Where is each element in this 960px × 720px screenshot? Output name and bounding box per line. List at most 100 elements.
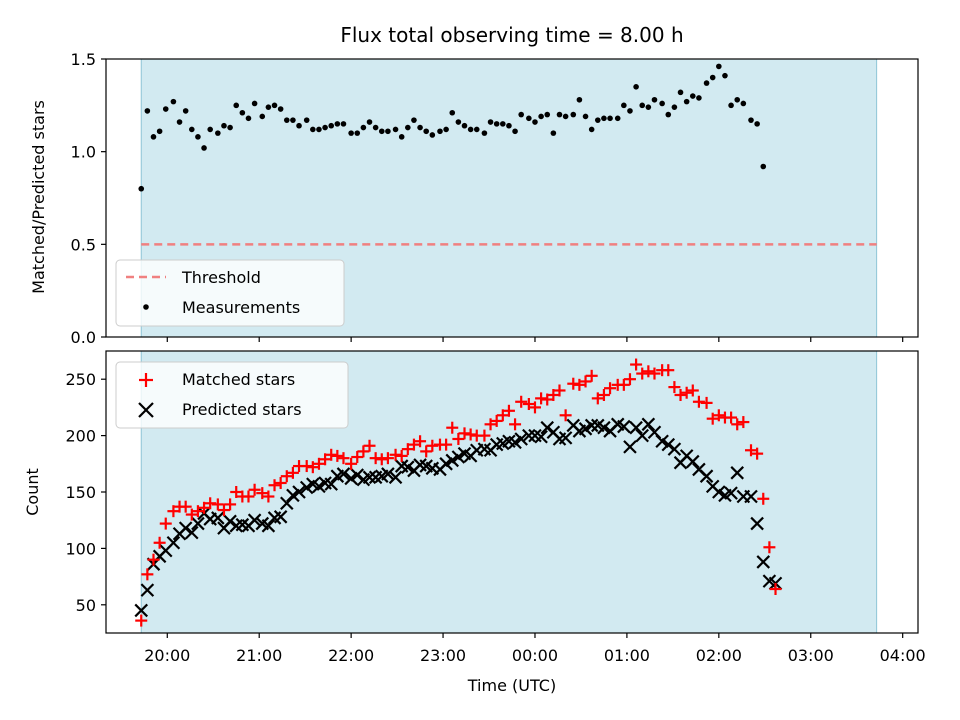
bottom-x-tick-label: 01:00 — [604, 646, 650, 665]
predicted-stars-point — [558, 431, 573, 445]
predicted-stars-stroke — [381, 467, 395, 481]
predicted-stars-stroke — [591, 418, 605, 433]
matched-stars-point — [745, 444, 758, 457]
measurement-point — [481, 130, 488, 136]
measurement-point — [683, 98, 690, 105]
chart-title: Flux total observing time = 8.00 h — [340, 23, 683, 47]
predicted-stars-stroke — [336, 467, 351, 481]
measurement-point — [360, 124, 367, 131]
measurement-point — [290, 117, 296, 123]
measurement-point — [665, 111, 672, 118]
predicted-stars-stroke — [457, 446, 472, 461]
measurement-point — [277, 106, 284, 112]
predicted-stars-stroke — [388, 470, 403, 485]
matched-stars-point — [464, 428, 477, 441]
matched-stars-point — [478, 429, 491, 442]
matched-stars-point — [319, 453, 332, 466]
matched-stars-point — [242, 490, 255, 503]
predicted-stars-stroke — [756, 555, 771, 569]
predicted-stars-stroke — [528, 428, 542, 443]
matched-stars-point — [700, 396, 713, 409]
predicted-stars-stroke — [558, 431, 573, 445]
predicted-stars-point — [211, 511, 225, 525]
predicted-stars-stroke — [413, 458, 427, 472]
measurement-point — [354, 130, 361, 136]
matched-stars-point — [617, 378, 630, 391]
matched-stars-point — [440, 438, 453, 451]
matched-stars-point — [591, 392, 604, 405]
matched-stars-point — [528, 401, 541, 414]
measurement-point — [207, 126, 213, 133]
matched-stars-point — [395, 449, 408, 462]
matched-stars-point — [381, 452, 394, 465]
matched-stars-point — [300, 460, 313, 473]
measurements-points — [138, 63, 767, 192]
matched-stars-point — [668, 381, 681, 394]
matched-stars-point — [331, 449, 344, 462]
measurement-point — [639, 102, 646, 109]
predicted-stars-stroke — [235, 517, 250, 532]
top-y-tick-label: 1.0 — [71, 143, 96, 162]
measurement-point — [740, 100, 747, 107]
bottom-x-tick-label: 20:00 — [144, 646, 190, 665]
matched-stars-point — [642, 365, 655, 378]
matched-stars-point — [630, 358, 643, 371]
matched-stars-point — [751, 447, 764, 460]
predicted-stars-stroke — [699, 469, 714, 483]
predicted-stars-stroke — [647, 425, 662, 439]
measurement-point — [417, 124, 423, 131]
measurement-point — [227, 124, 233, 131]
matched-stars-point — [147, 553, 160, 566]
predicted-stars-stroke — [635, 428, 650, 443]
matched-stars-point — [579, 375, 592, 388]
predicted-stars-legend-label: Predicted stars — [182, 400, 302, 419]
top-panel: 0.0 0.5 1.0 1.5 Matched/Predicted stars Thr… — [29, 50, 919, 347]
measurement-point — [150, 134, 157, 140]
measurement-point — [493, 121, 500, 127]
predicted-stars-point — [223, 514, 237, 529]
matched-stars-point — [135, 614, 148, 627]
top-y-tick-label: 0.0 — [71, 328, 96, 347]
measurement-point — [703, 80, 710, 86]
predicted-stars-point — [730, 466, 744, 480]
matched-stars-point — [692, 395, 705, 408]
matched-stars-point — [256, 487, 269, 500]
predicted-stars-stroke — [730, 466, 744, 480]
measurement-point — [500, 121, 506, 127]
predicted-stars-stroke — [185, 525, 199, 540]
measurement-point — [310, 126, 316, 133]
measurement-point — [748, 117, 754, 123]
matched-stars-point — [426, 439, 439, 452]
measurement-point — [170, 98, 177, 105]
measurement-point — [188, 126, 195, 133]
matched-stars-point — [185, 508, 198, 521]
matched-stars-legend-label: Matched stars — [182, 370, 295, 389]
bottom-x-tick-label: 21:00 — [236, 646, 282, 665]
bottom-legend-box — [115, 361, 349, 429]
x-axis-label: Time (UTC) — [467, 676, 556, 695]
predicted-stars-stroke — [522, 428, 536, 443]
measurement-point — [518, 111, 524, 118]
measurement-point — [576, 96, 583, 103]
matched-stars-point — [375, 453, 388, 466]
predicted-stars-stroke — [318, 476, 332, 490]
predicted-stars-stroke — [324, 477, 338, 491]
predicted-stars-point — [140, 583, 155, 597]
measurement-point — [651, 96, 658, 103]
predicted-stars-point — [273, 510, 288, 524]
matched-stars-point — [674, 388, 687, 401]
measurement-point — [296, 122, 302, 129]
measurement-point — [594, 117, 601, 123]
top-y-tick-label: 0.5 — [71, 235, 96, 254]
matched-stars-point — [191, 505, 204, 518]
predicted-stars-point — [261, 519, 276, 533]
bottom-y-tick-label: 250 — [65, 370, 96, 389]
predicted-stars-stroke — [247, 513, 262, 527]
matched-stars-point — [597, 388, 610, 401]
matched-stars-point — [502, 404, 515, 417]
measurement-point — [328, 122, 335, 129]
measurement-point — [176, 119, 183, 125]
measurement-point — [550, 130, 557, 136]
matched-stars-point — [407, 438, 420, 451]
predicted-stars-point — [514, 432, 528, 446]
